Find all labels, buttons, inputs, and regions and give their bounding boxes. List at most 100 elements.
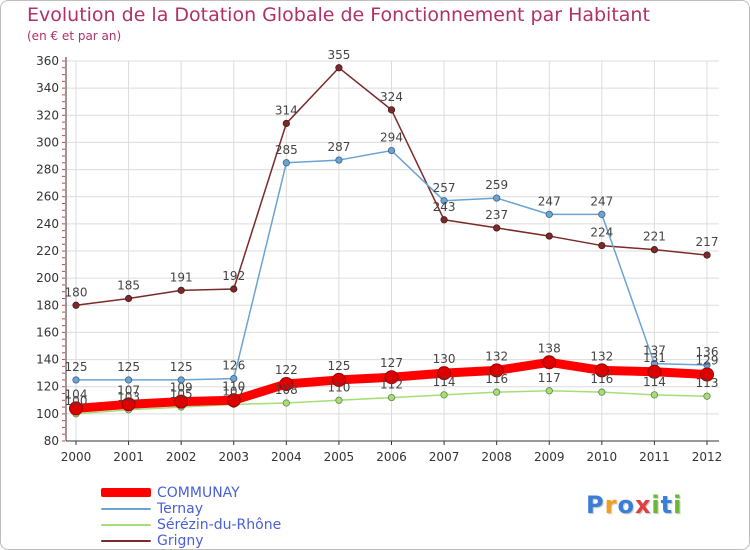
legend-item-grigny: Grigny (101, 533, 341, 549)
point-ternay (124, 376, 133, 384)
point-grigny (72, 301, 80, 309)
point-ternay (545, 210, 553, 218)
y-tick-label: 360 (36, 54, 59, 68)
point-grigny (598, 241, 606, 250)
logo-letter: P (586, 491, 605, 519)
x-tick-label: 2011 (639, 450, 670, 464)
point-serezin-du-rhone (493, 388, 501, 396)
point-communay (69, 401, 83, 416)
legend-label: Ternay (157, 501, 204, 517)
data-label-ternay: 247 (590, 194, 613, 208)
y-tick-label: 160 (36, 325, 59, 339)
legend: COMMUNAY Ternay Sérézin-du-Rhône Grigny (101, 485, 341, 549)
y-tick-label: 80 (44, 434, 59, 448)
data-label-ternay: 125 (170, 360, 193, 374)
data-label-serezin-du-rhone: 116 (485, 372, 508, 386)
point-communay (542, 355, 557, 370)
data-label-ternay: 125 (117, 360, 140, 374)
y-tick-label: 120 (36, 380, 59, 394)
data-label-ternay: 136 (696, 345, 719, 359)
x-tick-label: 2001 (113, 450, 144, 464)
x-tick-label: 2010 (587, 450, 618, 464)
data-label-ternay: 125 (65, 360, 88, 374)
point-ternay (335, 156, 343, 164)
data-label-ternay: 137 (643, 344, 666, 358)
point-ternay (230, 374, 238, 383)
point-ternay (177, 376, 185, 384)
point-ternay (440, 197, 448, 205)
data-label-serezin-du-rhone: 114 (433, 375, 456, 389)
legend-swatch (101, 540, 151, 542)
data-label-serezin-du-rhone: 103 (117, 390, 140, 404)
x-tick-label: 2009 (534, 450, 565, 464)
y-tick-label: 320 (36, 108, 59, 122)
logo-letter: t (660, 491, 674, 519)
data-label-grigny: 180 (65, 285, 88, 299)
grid (66, 60, 719, 442)
data-label-communay: 107 (117, 383, 140, 397)
data-label-serezin-du-rhone: 107 (222, 384, 245, 398)
data-label-communay: 104 (65, 387, 88, 401)
legend-item-ternay: Ternay (101, 501, 341, 517)
point-grigny (440, 216, 448, 224)
data-label-serezin-du-rhone: 105 (170, 387, 193, 401)
point-communay (594, 363, 609, 378)
data-label-ternay: 287 (327, 140, 350, 154)
data-labels: 180 185 191 192 314 355 324 243 237 224 221 217 125 1… (65, 48, 719, 408)
legend-label: COMMUNAY (157, 485, 240, 501)
point-communay (279, 377, 294, 391)
point-ternay (598, 210, 606, 218)
point-serezin-du-rhone (282, 399, 290, 407)
data-label-communay: 129 (696, 354, 719, 368)
logo-letter: x (634, 491, 652, 519)
data-label-grigny: 243 (433, 200, 456, 214)
point-serezin-du-rhone (440, 391, 448, 399)
chart-title: Evolution de la Dotation Globale de Fonc… (27, 4, 650, 26)
point-communay (384, 370, 399, 385)
data-label-ternay: 126 (222, 359, 245, 373)
data-label-serezin-du-rhone: 117 (538, 371, 561, 385)
y-tick-label: 140 (36, 353, 59, 367)
point-serezin-du-rhone (387, 393, 396, 402)
data-label-communay: 110 (222, 379, 245, 393)
point-grigny (493, 224, 501, 232)
data-label-grigny: 192 (222, 269, 245, 283)
point-grigny (230, 285, 238, 293)
data-label-grigny: 221 (643, 230, 666, 244)
data-label-communay: 130 (433, 352, 456, 366)
data-label-communay: 138 (538, 341, 561, 355)
chart-subtitle: (en € et par an) (27, 29, 122, 43)
point-grigny (650, 246, 659, 254)
data-label-grigny: 314 (275, 103, 298, 117)
legend-item-serezin-du-rhone: Sérézin-du-Rhône (101, 517, 341, 533)
point-communay (647, 364, 662, 379)
data-label-grigny: 355 (327, 48, 350, 62)
data-label-ternay: 257 (433, 181, 456, 195)
data-label-serezin-du-rhone: 100 (65, 394, 88, 408)
y-tick-label: 340 (36, 81, 59, 95)
point-ternay (493, 194, 501, 202)
data-label-serezin-du-rhone: 116 (590, 372, 613, 386)
point-serezin-du-rhone (598, 388, 606, 396)
point-serezin-du-rhone (545, 387, 553, 395)
point-serezin-du-rhone (703, 392, 711, 400)
legend-label: Sérézin-du-Rhône (157, 517, 282, 533)
legend-swatch (101, 488, 151, 497)
data-label-communay: 127 (380, 356, 403, 370)
data-label-grigny: 237 (485, 208, 508, 222)
point-communay (437, 366, 452, 381)
point-communay (489, 363, 504, 378)
point-grigny (545, 232, 553, 240)
point-communay (174, 394, 189, 409)
series (69, 64, 714, 418)
x-tick-label: 2008 (481, 450, 512, 464)
y-tick-label: 280 (36, 163, 59, 177)
y-tick-label: 200 (36, 271, 59, 285)
data-label-communay: 131 (643, 351, 666, 365)
proxiti-logo: Proxiti (586, 491, 682, 519)
logo-letter: i (673, 491, 683, 519)
legend-swatch (101, 508, 151, 510)
logo-letter: r (604, 491, 618, 519)
